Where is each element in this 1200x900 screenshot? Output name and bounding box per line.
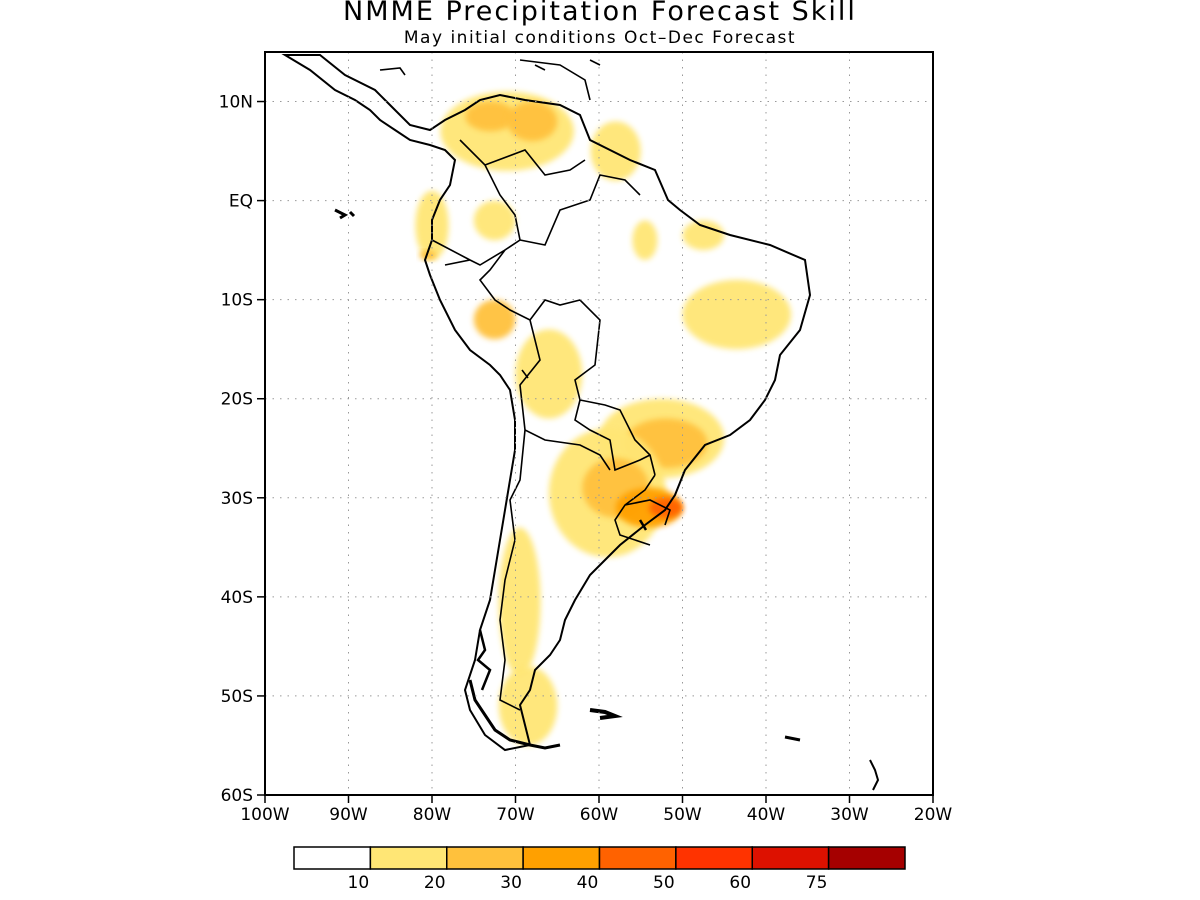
falkland-islands <box>589 708 623 720</box>
skill-region-patagonia-south <box>498 666 558 746</box>
lon-tick-label: 90W <box>329 805 368 825</box>
lat-tick-label: 40S <box>221 588 253 608</box>
skill-region-ecuador-core <box>419 250 437 261</box>
tierra-del-fuego <box>468 679 561 750</box>
skill-region-venezuela-core <box>507 101 558 142</box>
lat-tick-label: 50S <box>221 687 253 707</box>
colorbar-label: 60 <box>729 873 751 893</box>
colorbar-swatch <box>675 846 753 870</box>
skill-region-northeast-brazil <box>682 279 792 350</box>
map-title: NMME Precipitation Forecast Skill <box>343 0 857 27</box>
lon-tick-label: 60W <box>580 805 619 825</box>
colorbar-swatch <box>751 846 830 870</box>
lon-tick-label: 40W <box>747 805 786 825</box>
skill-region-para <box>682 220 725 251</box>
lon-tick-label: 100W <box>240 805 289 825</box>
lon-tick-label: 20W <box>914 805 953 825</box>
colorbar-swatch <box>598 846 677 870</box>
lat-tick-label: 60S <box>221 786 253 806</box>
lat-tick-label: 10N <box>219 93 253 113</box>
caribbean-islands <box>379 59 601 101</box>
colorbar-swatch <box>522 846 601 870</box>
colorbar-label: 50 <box>653 873 675 893</box>
lat-tick-label: EQ <box>229 192 253 212</box>
lat-tick-label: 30S <box>221 489 253 509</box>
skill-region-upper-amazon <box>473 200 516 241</box>
colorbar-label: 75 <box>806 873 828 893</box>
chile-fjords <box>476 629 492 691</box>
lon-tick-label: 30W <box>830 805 869 825</box>
colorbar-label: 30 <box>500 873 522 893</box>
skill-region-peru-central <box>473 299 516 340</box>
lon-tick-label: 80W <box>413 805 452 825</box>
map-subtitle: May initial conditions Oct–Dec Forecast <box>403 28 797 48</box>
skill-region-andes-south <box>498 527 541 677</box>
coastline-layer <box>281 54 880 791</box>
skill-region-bolivia-lowlands <box>515 329 583 419</box>
lagoa-dos-patos <box>638 519 648 531</box>
colorbar-swatch <box>446 846 524 870</box>
lat-tick-label: 20S <box>221 390 253 410</box>
south-georgia-island <box>784 735 801 742</box>
galapagos-islands <box>334 208 356 220</box>
colorbar: 10 20 30 40 50 60 75 <box>293 846 906 893</box>
lake-titicaca <box>521 369 529 379</box>
skill-region-guianas <box>590 121 641 181</box>
colorbar-label: 10 <box>348 873 370 893</box>
colorbar-swatch <box>827 846 906 870</box>
skill-shading-layer <box>415 91 792 746</box>
colorbar-label: 20 <box>424 873 446 893</box>
colorbar-swatch <box>369 846 448 870</box>
lat-tick-label: 10S <box>221 291 253 311</box>
south-sandwich-islands <box>869 759 880 791</box>
colorbar-swatch <box>293 846 372 870</box>
colorbar-label: 40 <box>577 873 599 893</box>
skill-region-amazon-east <box>632 220 658 261</box>
lon-tick-label: 70W <box>496 805 535 825</box>
lon-tick-label: 50W <box>663 805 702 825</box>
skill-region-north-andes-core <box>465 101 516 132</box>
